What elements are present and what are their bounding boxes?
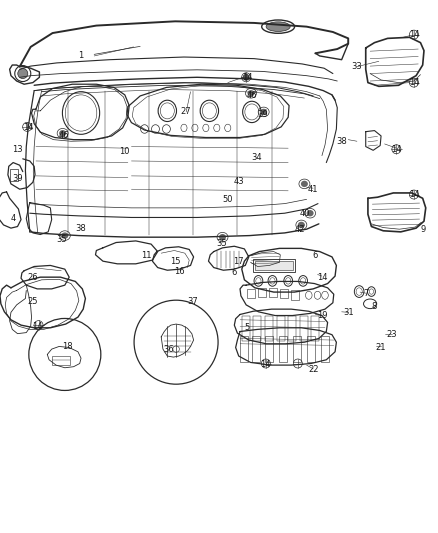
Text: 6: 6: [232, 269, 237, 277]
Text: 50: 50: [223, 196, 233, 204]
Ellipse shape: [260, 109, 267, 115]
Text: 25: 25: [28, 297, 38, 305]
Bar: [280, 289, 288, 298]
Circle shape: [134, 300, 218, 384]
Ellipse shape: [61, 232, 68, 239]
Text: 41: 41: [308, 185, 318, 193]
Text: 38: 38: [76, 224, 86, 232]
Text: 13: 13: [12, 145, 23, 154]
Text: 33: 33: [352, 62, 362, 71]
Ellipse shape: [219, 234, 226, 240]
Ellipse shape: [298, 222, 305, 228]
Ellipse shape: [307, 210, 314, 216]
Text: 23: 23: [387, 330, 397, 338]
Ellipse shape: [266, 22, 290, 31]
Circle shape: [243, 74, 249, 80]
Text: 1: 1: [78, 52, 84, 60]
Ellipse shape: [301, 181, 308, 187]
Ellipse shape: [59, 130, 66, 136]
Text: 16: 16: [174, 268, 185, 276]
Text: 37: 37: [187, 297, 198, 305]
Bar: [307, 336, 315, 362]
Text: 14: 14: [409, 190, 419, 199]
Bar: [52, 356, 70, 365]
Bar: [321, 336, 328, 362]
Text: 31: 31: [343, 309, 353, 317]
Text: 40: 40: [299, 209, 310, 217]
Text: 21: 21: [376, 343, 386, 352]
Bar: [265, 316, 273, 341]
Bar: [258, 288, 266, 297]
Text: 34: 34: [251, 153, 261, 161]
Bar: [242, 316, 250, 341]
Text: 6: 6: [313, 252, 318, 260]
Text: 26: 26: [28, 273, 38, 281]
Bar: [247, 289, 255, 298]
Bar: [255, 261, 293, 270]
Text: 8: 8: [372, 302, 377, 311]
Text: 14: 14: [409, 30, 419, 39]
Text: 18: 18: [63, 342, 73, 351]
Bar: [252, 336, 260, 362]
Bar: [288, 316, 296, 341]
Text: 14: 14: [409, 78, 419, 87]
Text: 35: 35: [56, 236, 67, 244]
Text: 39: 39: [258, 110, 268, 119]
Text: 14: 14: [391, 145, 402, 154]
Bar: [265, 336, 273, 362]
Text: 46: 46: [58, 132, 69, 140]
Text: 11: 11: [141, 252, 152, 260]
Bar: [10, 169, 18, 181]
Text: 7: 7: [363, 289, 368, 297]
Text: 4: 4: [11, 214, 16, 223]
Bar: [279, 336, 287, 362]
Text: 14: 14: [32, 322, 42, 330]
Text: 46: 46: [247, 92, 257, 100]
Text: 39: 39: [12, 174, 23, 183]
Text: 10: 10: [120, 148, 130, 156]
Text: 5: 5: [245, 324, 250, 332]
Bar: [277, 316, 285, 341]
Bar: [253, 316, 261, 341]
Text: 14: 14: [260, 360, 270, 369]
Text: 43: 43: [233, 177, 244, 185]
Text: 14: 14: [242, 73, 253, 82]
Circle shape: [18, 69, 28, 78]
Text: 17: 17: [233, 257, 244, 265]
Bar: [269, 288, 277, 297]
Text: 9: 9: [420, 225, 425, 233]
Bar: [293, 336, 301, 362]
Bar: [311, 316, 319, 341]
Text: 19: 19: [317, 311, 327, 320]
Text: 35: 35: [216, 239, 226, 248]
Text: 38: 38: [336, 137, 347, 146]
Text: 27: 27: [181, 108, 191, 116]
Bar: [291, 290, 299, 300]
Text: 14: 14: [317, 273, 327, 281]
Bar: [240, 336, 248, 362]
Bar: [300, 316, 308, 341]
Text: 14: 14: [23, 124, 34, 132]
Circle shape: [29, 318, 101, 391]
Text: 36: 36: [163, 345, 174, 353]
Bar: [253, 259, 295, 272]
Ellipse shape: [247, 90, 254, 96]
Text: 42: 42: [295, 225, 305, 233]
Text: 15: 15: [170, 257, 180, 265]
Text: 22: 22: [308, 365, 318, 374]
